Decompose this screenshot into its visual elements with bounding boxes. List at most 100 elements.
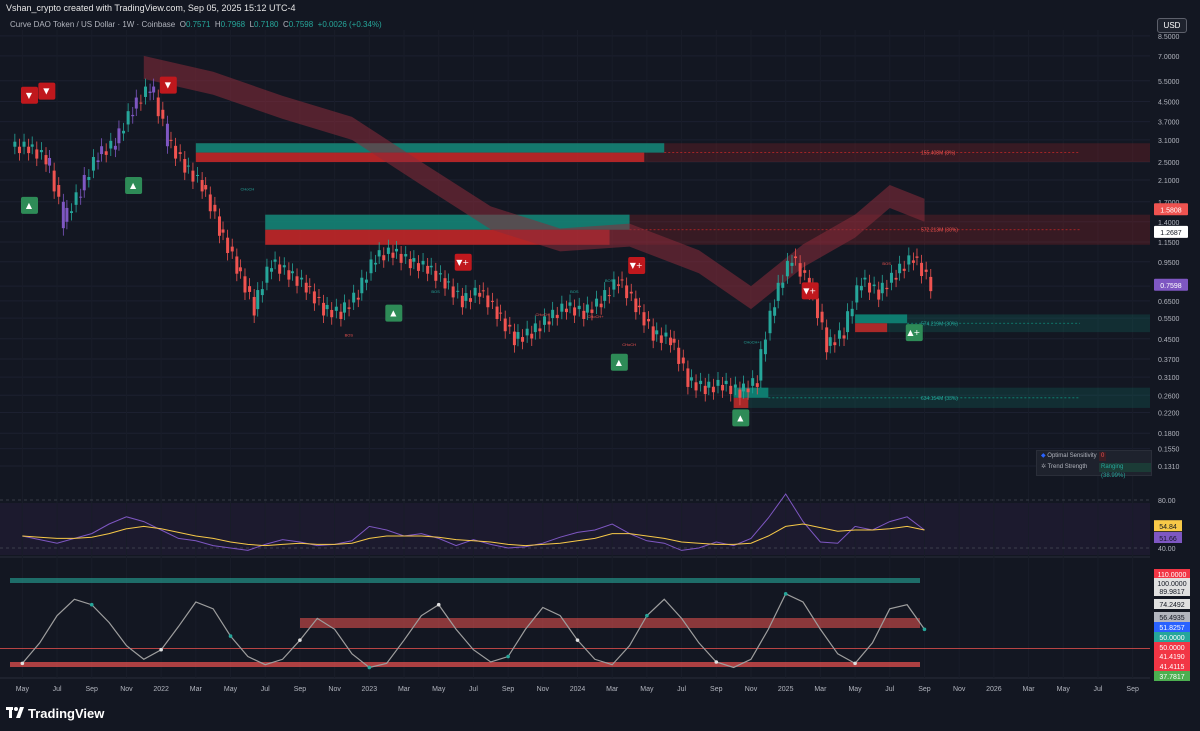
candle-body bbox=[846, 311, 850, 333]
structure-annotation: BOS bbox=[345, 333, 354, 338]
candle-body bbox=[907, 255, 911, 265]
signal-label: ▲ bbox=[616, 358, 623, 367]
candle-body bbox=[369, 259, 373, 274]
candle-body bbox=[590, 309, 594, 313]
candle-body bbox=[260, 289, 264, 296]
candle-body bbox=[152, 86, 156, 93]
candle-body bbox=[44, 155, 48, 165]
candle-body bbox=[399, 253, 403, 263]
price-tick-label: 0.3700 bbox=[1158, 357, 1180, 364]
credit-text: Vshan_crypto created with TradingView.co… bbox=[6, 3, 296, 13]
x-tick-label: Sep bbox=[710, 686, 723, 693]
currency-button[interactable]: USD bbox=[1157, 18, 1187, 33]
price-tick-label: 0.5500 bbox=[1158, 316, 1180, 323]
candle-body bbox=[57, 185, 61, 197]
candle-body bbox=[200, 179, 204, 192]
sensitivity-label: Optimal Sensitivity bbox=[1047, 453, 1097, 459]
x-tick-label: May bbox=[16, 686, 30, 693]
trend-ribbon bbox=[143, 55, 925, 310]
candle-body bbox=[429, 265, 433, 268]
signal-label: ▲ bbox=[390, 309, 397, 318]
candle-body bbox=[117, 128, 121, 144]
candle-body bbox=[499, 312, 503, 314]
candle-body bbox=[13, 141, 17, 147]
candle-body bbox=[629, 291, 633, 294]
osc-badge-label: 50.0000 bbox=[1159, 645, 1184, 652]
signal-box bbox=[385, 304, 403, 322]
structure-annotation: BOS bbox=[570, 289, 579, 294]
candle-body bbox=[516, 332, 520, 339]
price-tick-label: 7.0000 bbox=[1158, 54, 1180, 61]
candle-body bbox=[746, 388, 750, 393]
signal-marker-up: ▲ bbox=[385, 304, 403, 322]
candle-body bbox=[872, 284, 876, 287]
x-tick-label: Nov bbox=[953, 686, 966, 693]
trend-icon: ✲ bbox=[1041, 464, 1047, 470]
signal-marker-up: ▲+ bbox=[905, 324, 923, 342]
candle-body bbox=[647, 319, 651, 322]
candle-body bbox=[759, 349, 763, 381]
signal-box bbox=[610, 353, 628, 371]
osc-badge-label: 50.0000 bbox=[1159, 635, 1184, 642]
signal-label: ▼ bbox=[43, 87, 50, 96]
candle-body bbox=[416, 263, 420, 271]
high-value: 0.7968 bbox=[220, 20, 246, 29]
candle-body bbox=[27, 146, 31, 154]
candle-body bbox=[833, 342, 837, 346]
candle-body bbox=[842, 335, 846, 339]
candle-body bbox=[625, 285, 629, 299]
candle-body bbox=[208, 194, 212, 212]
candle-body bbox=[924, 269, 928, 272]
change-value: +0.0026 (+0.34%) bbox=[317, 20, 382, 29]
candle-body bbox=[126, 111, 130, 125]
candle-body bbox=[178, 152, 182, 154]
price-tick-label: 5.5000 bbox=[1158, 79, 1180, 86]
x-tick-label: Sep bbox=[918, 686, 931, 693]
candle-body bbox=[828, 337, 832, 346]
x-tick-label: 2026 bbox=[986, 686, 1002, 693]
x-tick-label: May bbox=[848, 686, 862, 693]
osc-red-band bbox=[300, 618, 920, 628]
candle-body bbox=[374, 262, 378, 265]
x-tick-label: 2024 bbox=[570, 686, 586, 693]
low-value: 0.7180 bbox=[254, 20, 279, 29]
candle-body bbox=[877, 289, 881, 300]
candle-body bbox=[703, 385, 707, 395]
candle-body bbox=[460, 295, 464, 308]
candle-body bbox=[815, 298, 819, 319]
candle-body bbox=[186, 165, 190, 167]
candle-body bbox=[664, 332, 668, 337]
x-tick-label: Sep bbox=[1126, 686, 1139, 693]
tradingview-logo[interactable]: TradingView bbox=[6, 706, 104, 721]
candle-body bbox=[820, 311, 824, 323]
signal-marker-down: ▼ bbox=[159, 76, 177, 94]
candle-body bbox=[364, 279, 368, 283]
osc-badge-label: 41.4115 bbox=[1160, 664, 1185, 671]
candle-body bbox=[473, 287, 477, 296]
candle-body bbox=[512, 331, 516, 346]
candle-body bbox=[252, 296, 256, 316]
candle-body bbox=[478, 292, 482, 297]
open-value: 0.7571 bbox=[185, 20, 211, 29]
candle-body bbox=[560, 303, 564, 312]
price-tick-label: 2.1000 bbox=[1158, 178, 1180, 185]
candle-body bbox=[226, 237, 230, 254]
osc-dot bbox=[714, 660, 719, 664]
candle-body bbox=[616, 284, 620, 286]
candle-body bbox=[217, 216, 221, 236]
candle-body bbox=[464, 293, 468, 301]
candle-body bbox=[794, 256, 798, 259]
x-tick-label: Mar bbox=[814, 686, 827, 693]
candle-body bbox=[278, 264, 282, 274]
candle-body bbox=[300, 277, 304, 280]
candle-body bbox=[161, 109, 165, 119]
signal-label: ▼ bbox=[26, 91, 33, 100]
candle-body bbox=[781, 282, 785, 288]
zone-label: 634.154M (33%) bbox=[921, 396, 958, 402]
zone-solid-bottom bbox=[733, 397, 749, 408]
zone-label: 574.219M (30%) bbox=[921, 321, 958, 327]
candle-body bbox=[543, 316, 547, 325]
candle-body bbox=[104, 151, 108, 155]
price-tick-label: 0.1550 bbox=[1158, 447, 1180, 454]
